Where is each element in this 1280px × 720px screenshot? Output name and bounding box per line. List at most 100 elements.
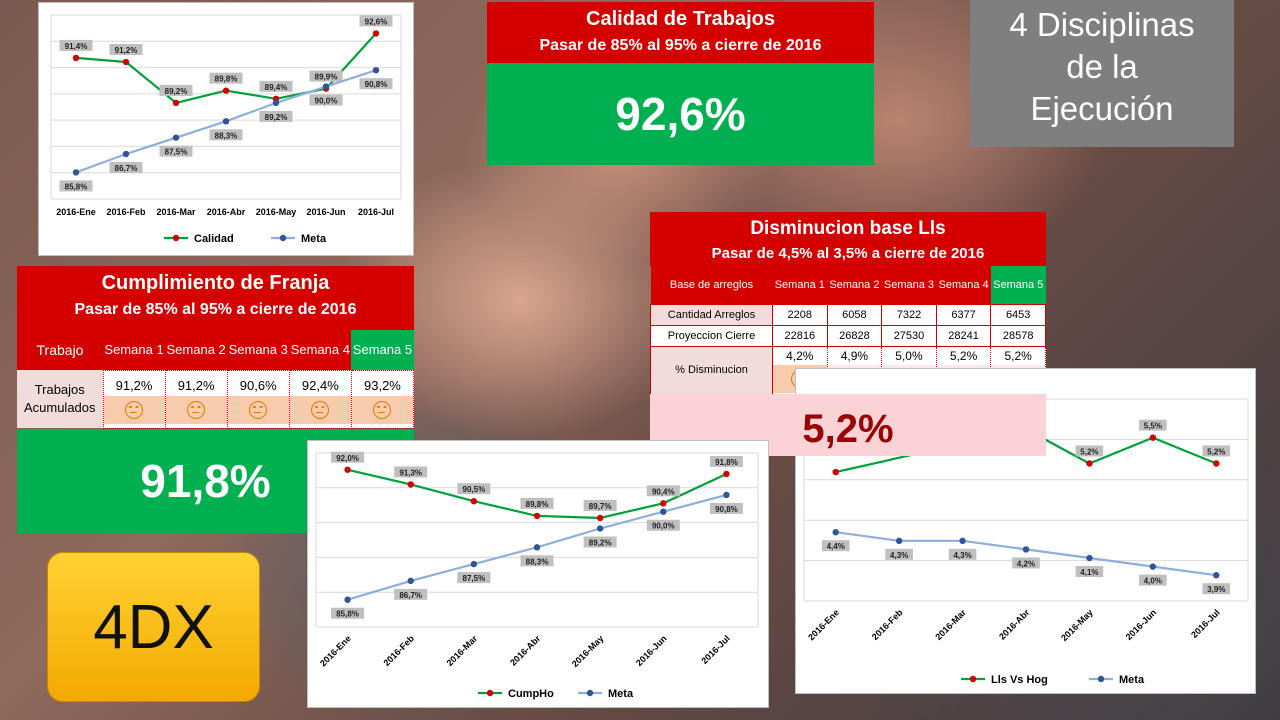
data-point [1213, 572, 1220, 579]
lls-cell: 28578 [990, 324, 1046, 347]
calidad-title: Calidad de Trabajos [586, 8, 775, 30]
franja-title: Cumplimiento de Franja [101, 272, 330, 294]
data-label-bg [583, 536, 617, 548]
data-label-bg [1139, 419, 1167, 431]
calidad-subtitle: Pasar de 85% al 95% a cierre de 2016 [539, 37, 822, 54]
data-label: 89,2% [265, 113, 288, 122]
franja-week: Semana 3 [227, 330, 290, 370]
data-label-bg [209, 129, 243, 141]
lls-pct: 5,2% [949, 349, 978, 363]
franja-value: 93,2% [364, 377, 401, 393]
x-tick-label: 2016-Jun [1124, 607, 1159, 642]
data-point [322, 83, 330, 90]
data-label-bg [457, 572, 491, 584]
data-point [533, 544, 541, 551]
lls-row-label: Cantidad Arreglos [650, 303, 773, 326]
x-tick-label: 2016-Jun [306, 207, 345, 217]
legend-marker [172, 234, 180, 242]
data-point [344, 596, 351, 603]
data-label-bg [109, 44, 143, 56]
data-label: 90,8% [715, 505, 738, 514]
cumpho-chart-svg: 2016-Ene 2016-Feb 2016-Mar 2016-Abr 2016-May… [315, 451, 759, 700]
franja-week: Semana 5 [351, 330, 414, 370]
data-label: 90,8% [365, 80, 388, 89]
data-point [1022, 546, 1030, 553]
data-label: 4,3% [953, 551, 971, 560]
data-point [372, 67, 380, 74]
x-tick-label: 2016-Mar [445, 633, 480, 668]
lls-pct: 5,2% [1004, 349, 1032, 363]
data-point [222, 87, 230, 94]
data-label: 85,8% [336, 610, 359, 619]
neutral-face-icon [125, 400, 144, 419]
data-label-bg [520, 497, 554, 509]
franja-value: 92,4% [301, 377, 339, 393]
data-point [1149, 434, 1157, 441]
legend-label: Calidad [194, 233, 234, 245]
legend-marker [279, 234, 287, 242]
legend-label: Lls Vs Hog [991, 674, 1048, 686]
data-label-bg [457, 483, 491, 495]
legend-label: Meta [1119, 674, 1145, 686]
lls-cell: 7322 [881, 303, 937, 326]
franja-week: Semana 4 [289, 330, 352, 370]
data-label: 90,0% [652, 522, 675, 531]
x-tick-label: 2016-Jul [358, 207, 394, 217]
data-label-bg [1075, 566, 1104, 578]
data-label-bg [1075, 445, 1104, 457]
data-label-bg [59, 39, 93, 51]
data-point [533, 512, 541, 520]
data-point [272, 99, 280, 107]
neutral-face-icon [311, 400, 330, 419]
data-point [1149, 563, 1157, 570]
data-label: 88,3% [215, 131, 238, 140]
legend-label: CumpHo [508, 688, 554, 700]
lls-subtitle: Pasar de 4,5% al 3,5% a cierre de 2016 [711, 245, 985, 262]
franja-value: 90,6% [239, 377, 277, 393]
data-label: 85,8% [65, 182, 88, 191]
data-label-bg [885, 548, 913, 560]
data-label: 89,2% [165, 87, 188, 96]
franja-row-label: Trabajos Acumulados [17, 370, 103, 428]
x-tick-label: 2016-Abr [508, 633, 543, 668]
lls-pct: 4,9% [840, 349, 869, 363]
x-tick-label: 2016-Feb [870, 607, 905, 642]
data-label-bg [259, 80, 293, 92]
data-label: 4,2% [1017, 559, 1035, 568]
data-label: 91,8% [715, 458, 738, 467]
data-label-bg [948, 548, 977, 560]
x-tick-label: 2016-May [570, 633, 606, 669]
data-label-bg [331, 451, 365, 463]
lls-pct: 4,2% [786, 349, 814, 363]
data-label: 87,5% [165, 148, 188, 157]
x-tick-label: 2016-Ene [806, 607, 841, 642]
franja-cell: 92,4% [288, 369, 352, 429]
data-point [596, 525, 604, 532]
data-point [122, 150, 130, 158]
data-label-bg [209, 72, 243, 84]
data-point [407, 481, 414, 488]
calidad-chart: 2016-Ene 2016-Feb 2016-Mar 2016-Abr 2016-May… [38, 2, 414, 256]
legend-marker [586, 689, 594, 697]
data-point [895, 537, 903, 545]
lls-week: Semana 4 [938, 278, 989, 291]
franja-cell: 90,6% [226, 369, 290, 429]
data-label: 4,4% [827, 542, 845, 551]
lls-cell: 6453 [990, 303, 1046, 326]
lls-cell: 27530 [881, 324, 937, 347]
x-tick-label: 2016-Mar [933, 607, 968, 642]
data-label-bg [394, 588, 428, 600]
franja-subtitle: Pasar de 85% al 95% a cierre de 2016 [74, 301, 357, 318]
data-label-bg [821, 540, 850, 552]
data-label-bg [709, 502, 743, 514]
x-tick-label: 2016-Abr [207, 207, 246, 217]
calidad-value: 92,6% [487, 63, 874, 165]
data-point [832, 529, 839, 536]
data-point [407, 577, 414, 585]
neutral-face-icon [187, 400, 206, 419]
disciplinas-line-1: 4 Disciplinas [1009, 6, 1195, 43]
data-point [1086, 554, 1093, 562]
franja-cell: 91,2% [102, 369, 166, 429]
data-label-bg [646, 485, 680, 497]
data-point [1213, 460, 1220, 467]
